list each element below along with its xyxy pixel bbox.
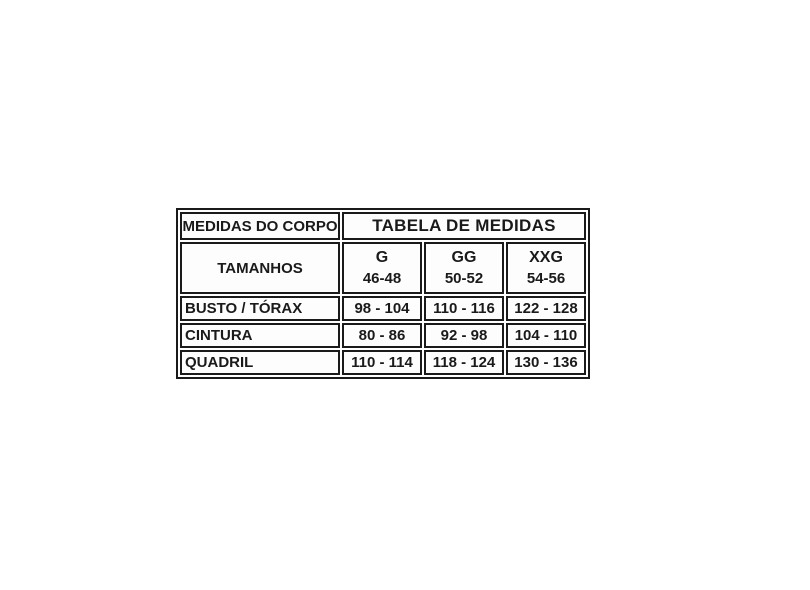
value-cell: 118 - 124 <box>424 350 504 375</box>
value-cell: 80 - 86 <box>342 323 422 348</box>
size-header-content: XXG 54-56 <box>508 244 584 292</box>
table-row-header: MEDIDAS DO CORPO TABELA DE MEDIDAS <box>180 212 586 240</box>
corner-header-cell: MEDIDAS DO CORPO <box>180 212 340 240</box>
size-header-content: GG 50-52 <box>426 244 502 292</box>
value-cell: 98 - 104 <box>342 296 422 321</box>
size-name: XXG <box>529 248 563 266</box>
value-cell: 130 - 136 <box>506 350 586 375</box>
size-name: GG <box>451 248 477 266</box>
value-cell: 92 - 98 <box>424 323 504 348</box>
table-row-bust: BUSTO / TÓRAX 98 - 104 110 - 116 122 - 1… <box>180 296 586 321</box>
value-cell: 122 - 128 <box>506 296 586 321</box>
size-header-content: G 46-48 <box>344 244 420 292</box>
size-header-xxg: XXG 54-56 <box>506 242 586 294</box>
size-range: 46-48 <box>362 270 402 288</box>
size-name: G <box>375 248 389 266</box>
value-cell: 110 - 116 <box>424 296 504 321</box>
size-measurements-table: MEDIDAS DO CORPO TABELA DE MEDIDAS TAMAN… <box>176 208 590 379</box>
value-cell: 104 - 110 <box>506 323 586 348</box>
table-row-waist: CINTURA 80 - 86 92 - 98 104 - 110 <box>180 323 586 348</box>
row-label-bust: BUSTO / TÓRAX <box>180 296 340 321</box>
size-range: 54-56 <box>526 270 566 288</box>
table-row-sizes: TAMANHOS G 46-48 GG 50-52 XXG 54-56 <box>180 242 586 294</box>
size-range: 50-52 <box>444 270 484 288</box>
row-label-waist: CINTURA <box>180 323 340 348</box>
sizes-row-label-cell: TAMANHOS <box>180 242 340 294</box>
table-title: TABELA DE MEDIDAS <box>342 212 586 240</box>
table-row-hip: QUADRIL 110 - 114 118 - 124 130 - 136 <box>180 350 586 375</box>
size-header-gg: GG 50-52 <box>424 242 504 294</box>
size-header-g: G 46-48 <box>342 242 422 294</box>
row-label-hip: QUADRIL <box>180 350 340 375</box>
value-cell: 110 - 114 <box>342 350 422 375</box>
